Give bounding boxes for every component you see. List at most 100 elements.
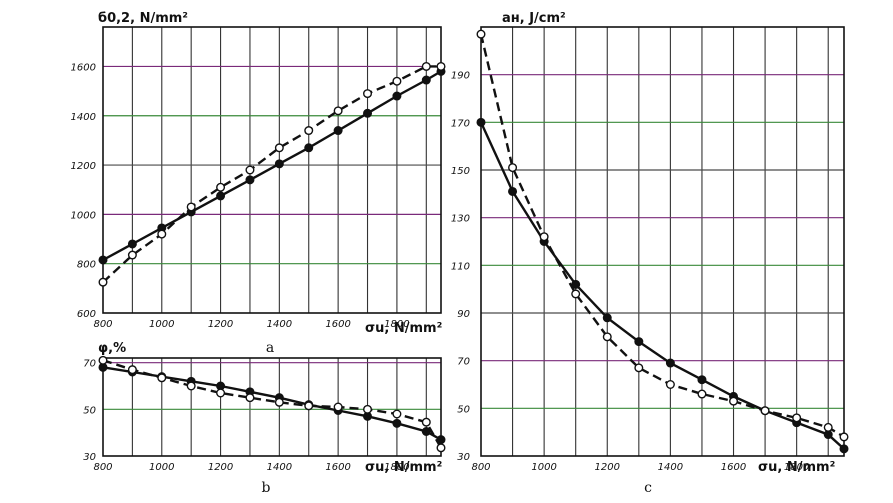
data-point-open — [127, 365, 137, 375]
plot-frame — [102, 357, 442, 457]
x-tick-label: 1000 — [149, 319, 174, 330]
data-point-open — [157, 229, 167, 239]
y-tick-label: 1000 — [71, 210, 96, 221]
data-point-filled — [571, 279, 581, 289]
x-tick-label: 1600 — [721, 462, 746, 473]
plot-frame — [102, 26, 442, 314]
data-point-filled — [363, 108, 373, 118]
data-point-filled — [602, 313, 612, 323]
data-point-filled — [392, 418, 402, 428]
data-point-open — [839, 432, 849, 442]
data-point-open — [98, 277, 108, 287]
data-point-open — [274, 397, 284, 407]
y-tick-label: 600 — [77, 309, 96, 320]
y-tick-label: 190 — [451, 71, 470, 82]
y-tick-label: 800 — [77, 260, 96, 271]
data-point-open — [98, 355, 108, 365]
data-point-open — [792, 413, 802, 423]
data-point-open — [363, 404, 373, 414]
data-point-open — [436, 61, 446, 71]
y-axis-label: aн, J/cm² — [502, 11, 566, 26]
data-point-filled — [245, 175, 255, 185]
data-point-filled — [127, 239, 137, 249]
panel-c: 800 1000 1200 1400 1600 1800 30 50 70 90 110 130 150… — [451, 11, 849, 496]
y-tick-label: 70 — [83, 359, 96, 370]
data-point-open — [304, 401, 314, 411]
panel-a: 800 1000 1200 1400 1600 180060080010001200140… — [71, 11, 446, 356]
x-axis-label: σu, N/mm² — [365, 460, 442, 475]
data-point-open — [186, 202, 196, 212]
data-point-open — [157, 373, 167, 383]
panel-caption: b — [262, 480, 271, 496]
data-point-filled — [839, 444, 849, 454]
x-tick-label: 1200 — [595, 462, 620, 473]
data-point-open — [571, 289, 581, 299]
x-tick-label: 1800 — [384, 462, 409, 473]
data-point-filled — [216, 191, 226, 201]
y-tick-label: 30 — [83, 452, 96, 463]
data-point-filled — [98, 255, 108, 265]
x-tick-label: 1600 — [325, 462, 350, 473]
x-tick-label: 1800 — [784, 462, 809, 473]
data-point-filled — [634, 337, 644, 347]
data-point-filled — [274, 159, 284, 169]
data-point-filled — [333, 126, 343, 136]
data-point-open — [392, 76, 402, 86]
y-tick-label: 90 — [457, 309, 470, 320]
x-tick-label: 1200 — [208, 319, 233, 330]
y-tick-label: 110 — [451, 261, 470, 272]
series-line — [479, 121, 845, 450]
data-point-filled — [476, 117, 486, 127]
x-axis-label: σu, N/mm² — [758, 460, 835, 475]
data-point-open — [508, 163, 518, 173]
x-tick-label: 1400 — [658, 462, 683, 473]
data-point-open — [333, 106, 343, 116]
data-point-open — [216, 182, 226, 192]
y-tick-label: 130 — [451, 214, 470, 225]
data-point-filled — [508, 186, 518, 196]
y-tick-label: 1600 — [71, 62, 96, 73]
data-point-open — [602, 332, 612, 342]
data-point-open — [333, 402, 343, 412]
x-tick-label: 1600 — [325, 319, 350, 330]
data-point-filled — [665, 358, 675, 368]
y-tick-label: 170 — [451, 118, 470, 129]
x-tick-label: 1000 — [531, 462, 556, 473]
data-point-open — [304, 126, 314, 136]
data-point-open — [421, 417, 431, 427]
series-line — [479, 33, 845, 438]
y-axis-label: б0,2, N/mm² — [98, 11, 188, 26]
x-tick-label: 1400 — [267, 319, 292, 330]
y-tick-label: 1400 — [71, 112, 96, 123]
data-point-open — [436, 443, 446, 453]
data-point-open — [634, 363, 644, 373]
data-point-open — [697, 389, 707, 399]
panel-b: 800 1000 1200 1400 1600 1800 30 50 70φ,% σu, N/mm… — [83, 341, 446, 496]
data-point-filled — [304, 143, 314, 153]
data-point-open — [392, 409, 402, 419]
data-point-filled — [392, 91, 402, 101]
panel-caption: a — [266, 340, 274, 356]
panel-caption: c — [644, 480, 652, 496]
x-tick-label: 1000 — [149, 462, 174, 473]
data-point-open — [186, 381, 196, 391]
series-line — [102, 359, 443, 449]
x-tick-label: 800 — [93, 319, 112, 330]
x-tick-label: 1800 — [384, 319, 409, 330]
data-point-open — [421, 61, 431, 71]
x-axis-label: σu, N/mm² — [365, 321, 442, 336]
x-tick-label: 1200 — [208, 462, 233, 473]
data-point-open — [245, 393, 255, 403]
data-point-open — [760, 406, 770, 416]
series-line — [102, 366, 442, 441]
y-tick-label: 30 — [457, 452, 470, 463]
data-point-open — [823, 422, 833, 432]
data-point-filled — [421, 427, 431, 437]
data-point-open — [274, 143, 284, 153]
x-tick-label: 800 — [471, 462, 490, 473]
y-tick-label: 1200 — [71, 161, 96, 172]
data-point-open — [245, 165, 255, 175]
plot-frame — [480, 26, 845, 457]
x-tick-label: 800 — [93, 462, 112, 473]
